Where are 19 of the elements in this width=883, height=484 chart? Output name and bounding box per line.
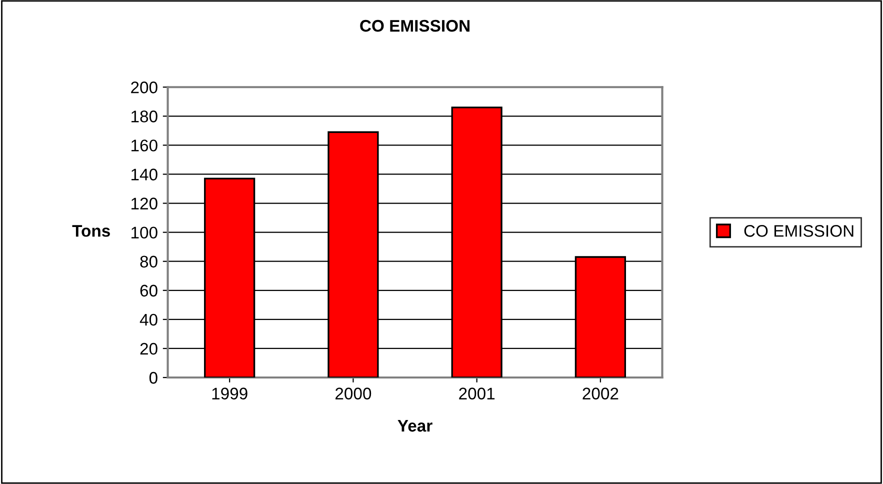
x-tick-label: 1999 — [212, 388, 248, 400]
y-tick-label: 140 — [132, 168, 158, 180]
y-tick-label: 180 — [132, 110, 158, 122]
y-axis-title: Tons — [72, 225, 110, 237]
y-tick-label: 200 — [131, 82, 158, 94]
x-tick-label: 2000 — [336, 388, 372, 400]
chart-title: CO EMISSION — [360, 20, 470, 32]
y-tick-label: 40 — [140, 314, 158, 326]
y-tick-label: 80 — [140, 256, 158, 268]
y-tick-label: 0 — [149, 372, 158, 384]
y-tick-label: 160 — [132, 140, 158, 152]
x-tick-label: 2001 — [459, 388, 495, 400]
y-tick-label: 100 — [132, 226, 158, 239]
legend-label: CO EMISSION — [744, 225, 854, 237]
y-tick-label: 120 — [132, 198, 158, 210]
y-tick-label: 20 — [140, 342, 158, 355]
x-axis-title: Year — [398, 420, 432, 432]
x-tick-label: 2002 — [582, 388, 618, 400]
y-tick-label: 60 — [140, 284, 158, 297]
